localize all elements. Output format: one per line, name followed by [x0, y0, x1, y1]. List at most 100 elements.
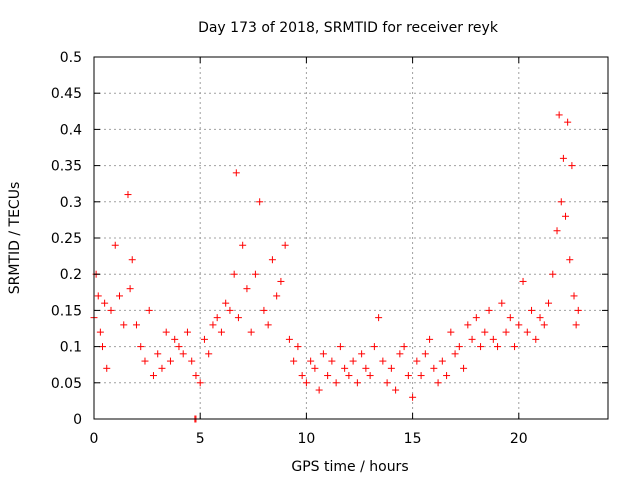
data-point: [468, 335, 476, 343]
chart-title: Day 173 of 2018, SRMTID for receiver rey…: [198, 20, 499, 36]
data-point: [315, 386, 323, 394]
data-point: [126, 285, 134, 293]
y-axis-label: SRMTID / TECUs: [7, 182, 23, 295]
data-point: [564, 118, 572, 126]
data-point: [96, 328, 104, 336]
tick-labels: 0 0.05 0.1 0.15 0.2 0.25 0.3 0.35 0.4 0.45 0.5 0 5 10…: [51, 50, 528, 447]
data-point: [132, 321, 140, 329]
data-point: [336, 343, 344, 351]
data-point: [145, 306, 153, 314]
data-point: [409, 393, 417, 401]
data-point: [489, 335, 497, 343]
data-point: [162, 328, 170, 336]
data-point: [239, 241, 247, 249]
data-point: [375, 314, 383, 322]
data-point: [511, 343, 519, 351]
data-point: [217, 328, 225, 336]
data-point: [268, 256, 276, 264]
data-point: [179, 350, 187, 358]
data-point: [251, 270, 259, 278]
data-point: [120, 321, 128, 329]
data-point: [175, 343, 183, 351]
data-point: [559, 154, 567, 162]
x-tick-label: 5: [196, 431, 205, 447]
data-point: [506, 314, 514, 322]
y-tick-label: 0: [73, 412, 82, 428]
data-point: [494, 343, 502, 351]
data-point: [545, 299, 553, 307]
data-point: [273, 292, 281, 300]
data-point: [101, 299, 109, 307]
data-point: [519, 277, 527, 285]
data-point: [319, 350, 327, 358]
data-point: [332, 379, 340, 387]
y-tick-label: 0.3: [60, 195, 82, 211]
data-point: [387, 364, 395, 372]
data-point: [353, 379, 361, 387]
data-point: [396, 350, 404, 358]
data-point: [447, 328, 455, 336]
data-point: [568, 162, 576, 170]
data-point: [149, 372, 157, 380]
data-point: [103, 364, 111, 372]
data-point: [460, 364, 468, 372]
data-point: [549, 270, 557, 278]
x-tick-label: 20: [510, 431, 528, 447]
data-point: [205, 350, 213, 358]
data-point: [400, 343, 408, 351]
data-point: [222, 299, 230, 307]
data-point: [98, 343, 106, 351]
data-point: [566, 256, 574, 264]
data-point: [553, 227, 561, 235]
data-point: [464, 321, 472, 329]
data-point: [515, 321, 523, 329]
data-point: [232, 169, 240, 177]
y-tick-label: 0.5: [60, 50, 82, 66]
data-point: [188, 357, 196, 365]
data-point: [481, 328, 489, 336]
data-point: [115, 292, 123, 300]
y-tick-label: 0.05: [51, 376, 82, 392]
data-point: [345, 372, 353, 380]
data-point: [290, 357, 298, 365]
data-point: [183, 328, 191, 336]
y-tick-label: 0.2: [60, 267, 82, 283]
data-point: [213, 314, 221, 322]
data-point: [528, 306, 536, 314]
axis-ticks: [93, 56, 608, 420]
x-tick-label: 0: [90, 431, 99, 447]
data-point: [128, 256, 136, 264]
data-point: [111, 241, 119, 249]
data-point: [158, 364, 166, 372]
data-point: [171, 335, 179, 343]
y-tick-label: 0.1: [60, 340, 82, 356]
y-tick-label: 0.4: [60, 122, 82, 138]
data-point: [324, 372, 332, 380]
data-point: [498, 299, 506, 307]
data-point: [536, 314, 544, 322]
data-point: [443, 372, 451, 380]
data-point: [370, 343, 378, 351]
data-point: [124, 191, 132, 199]
data-point: [256, 198, 264, 206]
data-point: [285, 335, 293, 343]
data-point: [572, 321, 580, 329]
data-point: [451, 350, 459, 358]
data-point: [298, 372, 306, 380]
data-point: [574, 306, 582, 314]
data-point: [234, 314, 242, 322]
y-tick-label: 0.35: [51, 159, 82, 175]
grid: [94, 57, 608, 419]
data-point: [307, 357, 315, 365]
data-point: [362, 364, 370, 372]
data-point: [379, 357, 387, 365]
data-point: [107, 306, 115, 314]
data-point: [137, 343, 145, 351]
data-point: [311, 364, 319, 372]
data-point: [562, 212, 570, 220]
data-point: [555, 111, 563, 119]
data-point: [426, 335, 434, 343]
data-point: [540, 321, 548, 329]
data-point: [485, 306, 493, 314]
data-point: [413, 357, 421, 365]
